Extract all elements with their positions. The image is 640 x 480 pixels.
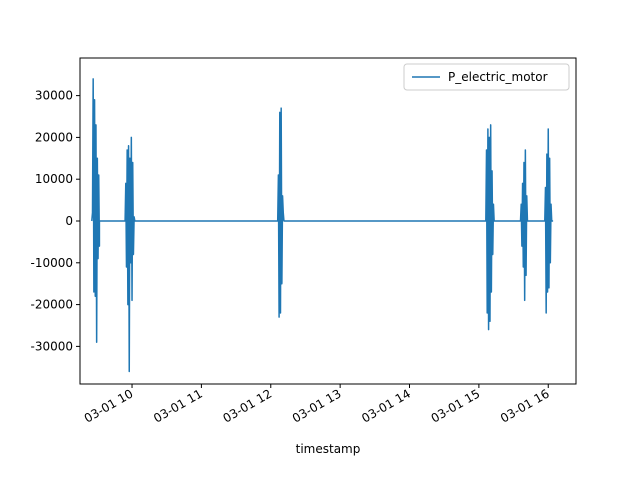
x-axis-label: timestamp	[296, 442, 361, 456]
y-tick-label: -30000	[30, 339, 73, 353]
x-tick-label: 03-01 16	[498, 386, 552, 425]
y-tick-label: -10000	[30, 256, 73, 270]
y-tick-label: -20000	[30, 298, 73, 312]
y-tick-label: 20000	[35, 130, 73, 144]
legend: P_electric_motor	[403, 63, 570, 91]
x-tick-label: 03-01 12	[221, 386, 275, 425]
x-tick-label: 03-01 14	[359, 386, 413, 425]
y-axis: -30000 -20000 -10000 0 10000 20000 30000	[30, 89, 80, 353]
x-tick-label: 03-01 11	[151, 386, 205, 425]
x-tick-label: 03-01 15	[429, 386, 483, 425]
x-tick-label: 03-01 13	[290, 386, 344, 425]
x-axis: 03-01 10 03-01 11 03-01 12 03-01 13 03-01 14…	[82, 384, 552, 426]
series-line-0	[91, 78, 554, 373]
legend-label: P_electric_motor	[448, 70, 548, 84]
plot-area	[91, 78, 554, 373]
y-tick-label: 0	[65, 214, 73, 228]
y-tick-label: 10000	[35, 172, 73, 186]
legend-box	[403, 63, 570, 91]
x-tick-label: 03-01 10	[82, 386, 136, 425]
series-lines	[91, 78, 554, 373]
y-tick-label: 30000	[35, 89, 73, 103]
